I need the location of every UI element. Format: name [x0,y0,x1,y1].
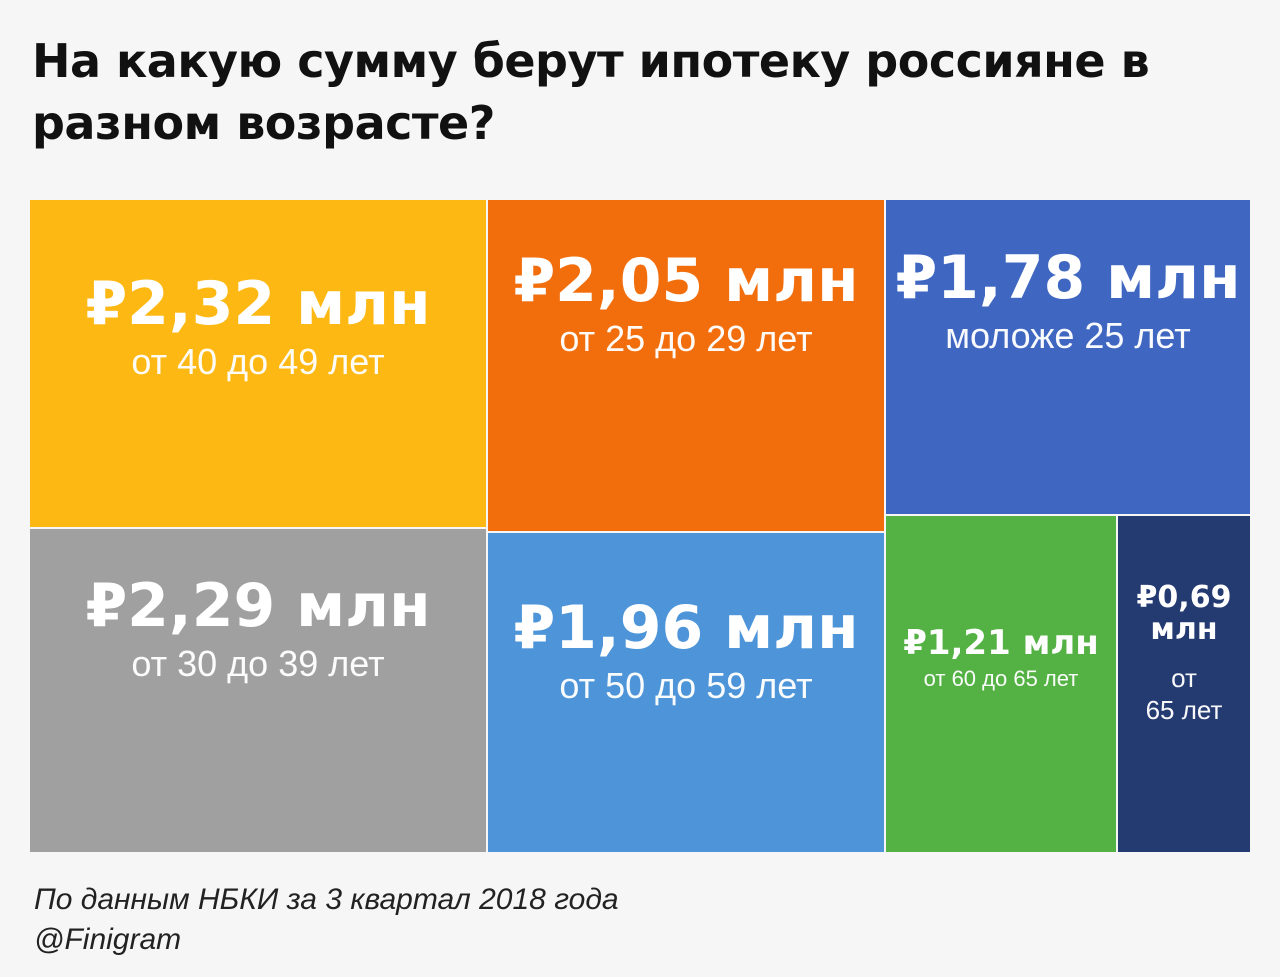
tile-value-label: ₽1,96 млн [513,593,859,664]
tile-value-label: ₽0,69 млн [1136,580,1232,647]
chart-title: На какую сумму берут ипотеку россияне в … [32,34,1150,150]
tile-text-group: ₽0,69 млн от 65 лет [1137,582,1232,725]
treemap-tile-1: ₽2,32 млн от 40 до 49 лет [30,200,486,527]
tile-text-group: ₽1,96 млн от 50 до 59 лет [513,597,858,707]
tile-value-label: ₽1,21 млн [903,622,1099,663]
tile-text-group: ₽1,21 млн от 60 до 65 лет [903,622,1099,692]
tile-text-group: ₽1,78 млн моложе 25 лет [895,242,1241,357]
treemap-tile-2: ₽2,05 млн от 25 до 29 лет [488,200,884,531]
treemap-tile-4: ₽2,29 млн от 30 до 39 лет [30,529,486,852]
tile-category-label: от 40 до 49 лет [131,341,385,383]
tile-value-label: ₽2,29 млн [85,571,431,642]
source-text: По данным НБКИ за 3 квартал 2018 года [34,883,619,916]
tile-category-label: от 50 до 59 лет [559,665,813,707]
tile-category-label: от 25 до 29 лет [559,318,813,360]
tile-category-label: от 65 лет [1145,663,1223,725]
tile-text-group: ₽2,32 млн от 40 до 49 лет [85,273,430,383]
tile-text-group: ₽2,05 млн от 25 до 29 лет [513,250,858,360]
tile-value-label: ₽1,78 млн [895,242,1241,313]
treemap-tile-3: ₽1,78 млн моложе 25 лет [886,200,1250,514]
tile-text-group: ₽2,29 млн от 30 до 39 лет [85,575,430,685]
tile-category-label: моложе 25 лет [945,314,1191,356]
tile-value-label: ₽2,32 млн [85,269,431,340]
treemap-tile-6: ₽1,21 млн от 60 до 65 лет [886,516,1116,852]
tile-category-label: от 30 до 39 лет [131,643,385,685]
treemap-tile-7: ₽0,69 млн от 65 лет [1118,516,1250,852]
tile-category-label: от 60 до 65 лет [923,665,1079,691]
source-note: По данным НБКИ за 3 квартал 2018 года @F… [34,880,619,960]
treemap-tile-5: ₽1,96 млн от 50 до 59 лет [488,533,884,852]
tile-value-label: ₽2,05 млн [513,246,859,317]
author-handle: @Finigram [34,923,182,956]
